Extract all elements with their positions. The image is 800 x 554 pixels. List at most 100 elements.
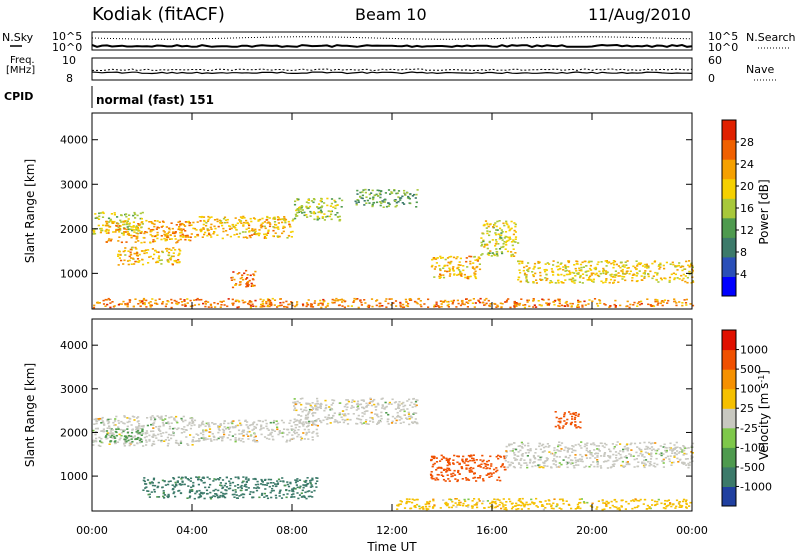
- echo-cell: [154, 418, 157, 421]
- echo-cell: [560, 304, 563, 307]
- echo-cell: [631, 277, 634, 279]
- echo-cell: [521, 453, 524, 455]
- echo-cell: [520, 508, 523, 510]
- echo-cell: [657, 498, 660, 501]
- echo-cell: [300, 422, 303, 425]
- echo-cell: [341, 418, 344, 421]
- echo-cell: [235, 233, 239, 235]
- echo-cell: [179, 483, 182, 485]
- echo-cell: [115, 428, 118, 430]
- echo-cell: [227, 428, 231, 430]
- echo-cell: [134, 241, 137, 243]
- echo-cell: [477, 299, 480, 302]
- echo-cell: [546, 262, 549, 264]
- echo-cell: [284, 221, 287, 224]
- echo-cell: [453, 454, 456, 457]
- echo-cell: [643, 466, 646, 469]
- echo-cell: [257, 487, 261, 489]
- echo-cell: [244, 478, 248, 480]
- echo-cell: [358, 403, 361, 406]
- echo-cell: [206, 228, 209, 230]
- echo-cell: [607, 455, 610, 457]
- echo-cell: [176, 303, 179, 306]
- echo-cell: [499, 456, 503, 458]
- echo-cell: [370, 192, 373, 194]
- echo-cell: [528, 449, 531, 452]
- echo-cell: [114, 437, 117, 439]
- echo-cell: [659, 302, 662, 305]
- echo-cell: [316, 402, 319, 405]
- echo-cell: [155, 302, 158, 305]
- echo-cell: [193, 227, 197, 230]
- echo-cell: [519, 271, 522, 274]
- echo-cell: [685, 260, 688, 263]
- colorbar-tick-label: 500: [740, 363, 761, 376]
- echo-cell: [456, 461, 459, 464]
- echo-cell: [595, 508, 598, 510]
- echo-cell: [346, 403, 349, 405]
- echo-cell: [511, 450, 514, 452]
- echo-cell: [228, 228, 232, 230]
- echo-cell: [403, 192, 406, 194]
- echo-cell: [258, 229, 261, 231]
- echo-cell: [140, 434, 143, 436]
- echo-cell: [154, 249, 157, 252]
- echo-cell: [281, 432, 284, 434]
- echo-cell: [597, 261, 600, 263]
- echo-cell: [98, 417, 101, 420]
- echo-cell: [605, 272, 608, 274]
- echo-cell: [243, 272, 246, 275]
- echo-cell: [221, 437, 224, 440]
- echo-cell: [255, 305, 258, 308]
- echo-cell: [438, 277, 441, 279]
- echo-cell: [356, 417, 359, 420]
- echo-cell: [242, 480, 245, 483]
- echo-cell: [181, 481, 184, 483]
- echo-cell: [181, 483, 184, 486]
- echo-cell: [230, 227, 233, 230]
- echo-cell: [581, 460, 584, 463]
- echo-cell: [330, 202, 333, 205]
- echo-cell: [628, 273, 631, 275]
- echo-cell: [222, 431, 225, 434]
- echo-cell: [260, 494, 264, 496]
- echo-cell: [691, 452, 694, 454]
- echo-cell: [226, 305, 229, 308]
- echo-cell: [154, 235, 157, 238]
- echo-cell: [465, 298, 468, 300]
- echo-cell: [179, 234, 182, 237]
- echo-cell: [338, 412, 341, 414]
- echo-cell: [165, 247, 169, 250]
- echo-cell: [657, 265, 660, 268]
- echo-cell: [278, 218, 281, 221]
- echo-cell: [402, 306, 406, 308]
- echo-cell: [267, 434, 270, 436]
- echo-cell: [111, 429, 114, 431]
- echo-cell: [625, 500, 628, 503]
- echo-cell: [484, 243, 487, 246]
- echo-cell: [446, 458, 449, 461]
- echo-cell: [187, 220, 190, 223]
- echo-cell: [565, 461, 568, 463]
- echo-cell: [607, 262, 610, 264]
- echo-cell: [128, 255, 131, 258]
- echo-cell: [468, 299, 471, 302]
- echo-cell: [681, 304, 684, 307]
- echo-cell: [459, 270, 462, 273]
- echo-cell: [538, 500, 542, 503]
- echo-cell: [500, 306, 503, 308]
- echo-cell: [304, 418, 307, 420]
- echo-cell: [229, 484, 232, 487]
- echo-cell: [305, 433, 308, 436]
- echo-cell: [92, 439, 95, 442]
- echo-cell: [283, 216, 286, 218]
- echo-cell: [498, 504, 501, 506]
- echo-cell: [274, 494, 277, 497]
- echo-cell: [369, 400, 372, 403]
- echo-cell: [140, 441, 143, 443]
- echo-cell: [454, 478, 457, 480]
- echo-cell: [569, 463, 573, 465]
- echo-cell: [552, 463, 555, 465]
- echo-cell: [207, 233, 211, 235]
- echo-cell: [106, 420, 109, 422]
